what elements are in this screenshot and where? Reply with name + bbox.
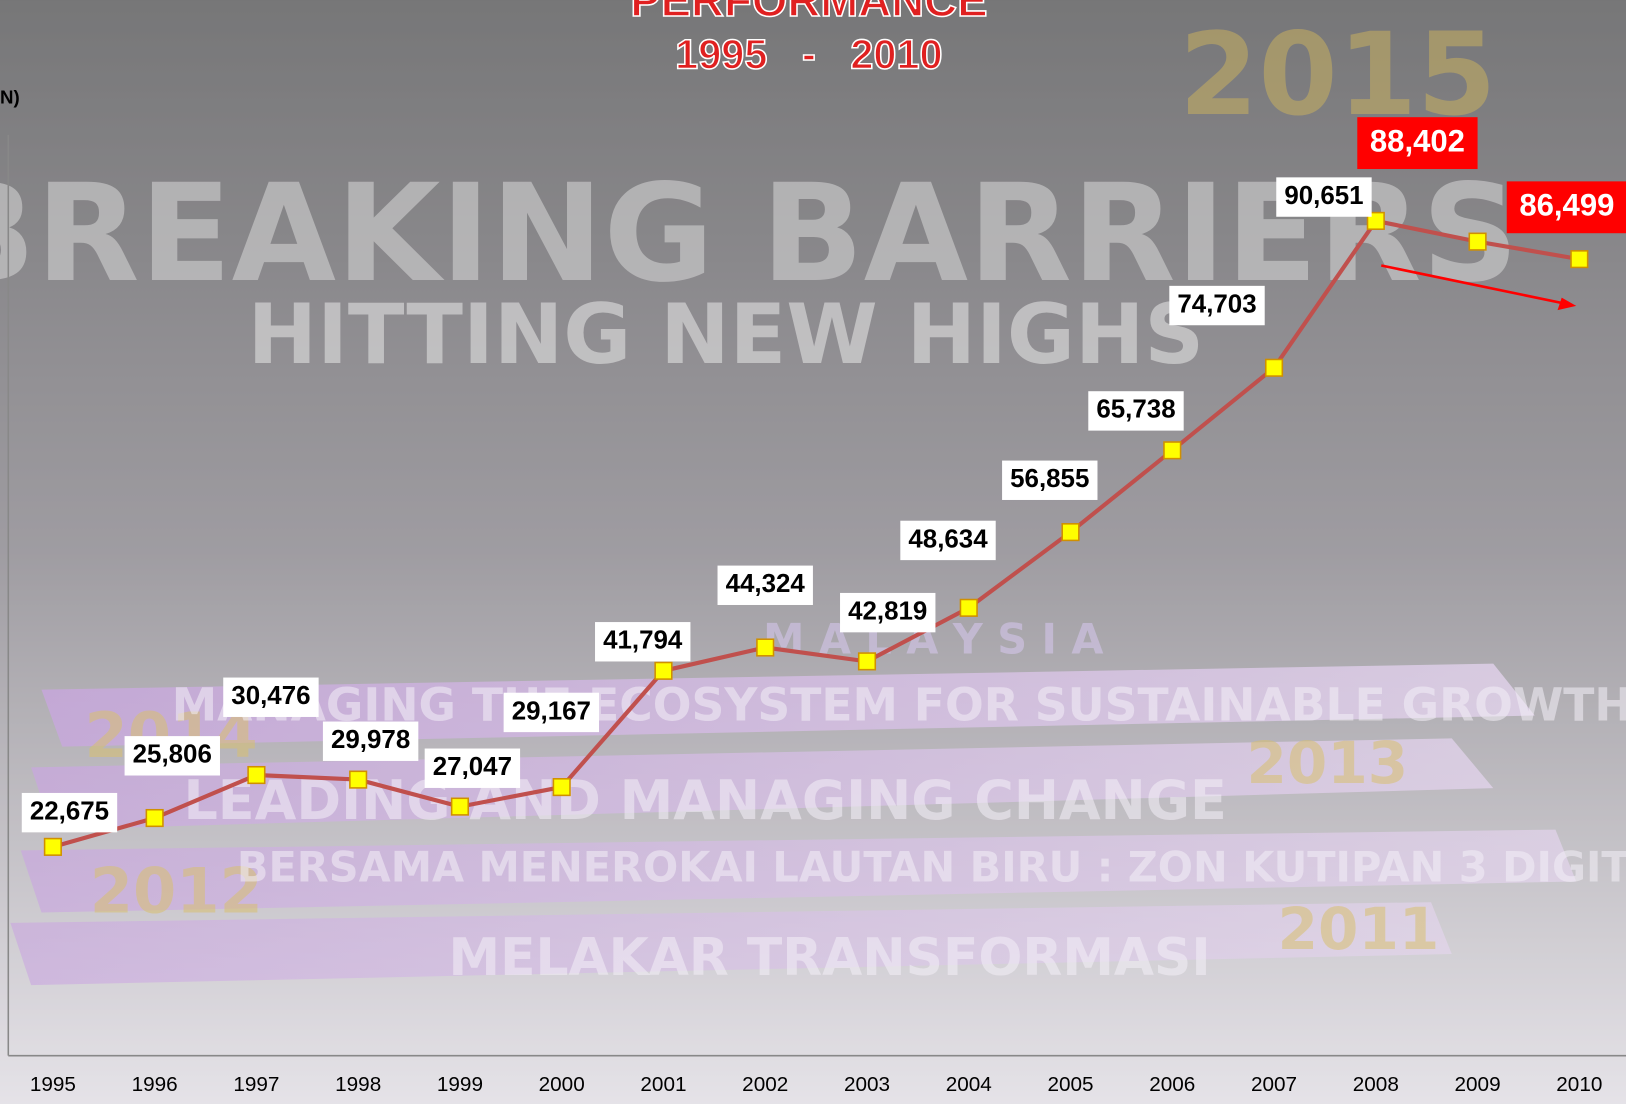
marker [757,639,774,656]
marker [146,810,163,827]
background-text: MELAKAR TRANSFORMASI [449,928,1211,988]
page: {"chart_data": {"type": "line", "title":… [0,0,1626,1104]
x-tick-label: 1995 [30,1073,76,1096]
data-label: 56,855 [1010,465,1089,493]
marker [45,839,62,856]
marker [960,600,977,617]
marker [1571,251,1588,268]
data-label: 30,476 [231,682,310,710]
x-tick-label: 1996 [132,1073,178,1096]
data-label: 29,978 [331,726,410,754]
marker [1164,442,1181,459]
x-tick-label: 2008 [1353,1073,1399,1096]
data-label: 25,806 [133,741,212,769]
x-tick-label: 2009 [1455,1073,1501,1096]
data-label: 42,819 [848,597,927,625]
marker [350,771,367,788]
x-tick-label: 2007 [1251,1073,1297,1096]
background-text: 2011 [1278,895,1440,963]
data-label: 74,703 [1177,290,1256,318]
marker [452,798,469,815]
x-tick-label: 2010 [1556,1073,1602,1096]
x-tick-label: 2005 [1047,1073,1093,1096]
chart-subtitle: 1995 - 2010 [675,30,942,77]
marker [248,767,265,784]
marker [1266,359,1283,376]
data-label: 27,047 [433,753,512,781]
data-label: 90,651 [1284,182,1363,210]
marker [655,663,672,680]
data-label: 41,794 [603,627,683,655]
marker [1062,524,1079,541]
data-label: 86,499 [1519,188,1614,223]
marker [859,653,876,670]
background-text: 2013 [1247,729,1409,797]
x-tick-label: 1997 [233,1073,279,1096]
data-label: 48,634 [908,525,988,553]
marker [553,779,570,796]
chart: 2015BREAKING BARRIERSHITTING NEW HIGHSM … [0,0,1626,1104]
data-label: 22,675 [30,797,109,825]
background-text: BERSAMA MENEROKAI LAUTAN BIRU : ZON KUTI… [237,843,1626,891]
data-label: 65,738 [1096,396,1175,424]
data-label: 88,402 [1370,123,1465,158]
x-tick-label: 2002 [742,1073,788,1096]
x-tick-label: 2000 [539,1073,585,1096]
data-label: 44,324 [726,570,806,598]
x-tick-label: 2006 [1149,1073,1195,1096]
x-tick-label: 1999 [437,1073,483,1096]
x-tick-label: 1998 [335,1073,381,1096]
y-axis-label: N) [0,87,20,108]
x-tick-label: 2001 [640,1073,686,1096]
chart-title: PERFORMANCE [630,0,987,26]
data-label: 29,167 [512,697,591,725]
background-text: HITTING NEW HIGHS [248,286,1204,383]
x-tick-label: 2004 [946,1073,992,1096]
x-tick-label: 2003 [844,1073,890,1096]
marker [1469,233,1486,250]
